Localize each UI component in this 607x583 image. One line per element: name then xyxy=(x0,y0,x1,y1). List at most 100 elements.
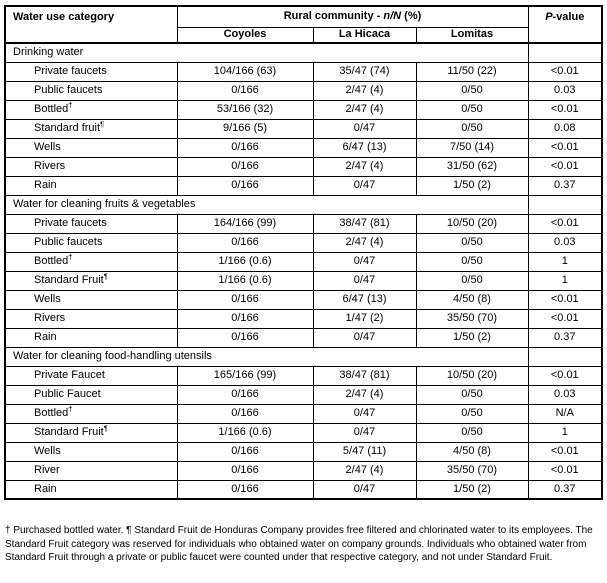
row-label: Wells xyxy=(4,137,178,158)
cell-lomitas: 4/50 (8) xyxy=(415,441,529,462)
cell-lomitas: 10/50 (20) xyxy=(415,213,529,234)
column-header-water-use-category: Water use category xyxy=(4,5,178,44)
cell-lomitas: 11/50 (22) xyxy=(415,61,529,82)
section-title: Drinking water xyxy=(4,42,529,63)
header-communities-row: Coyoles La Hicaca Lomitas xyxy=(5,26,602,44)
cell-la-hicaca: 0/47 xyxy=(312,175,417,196)
table-row: Bottled† 53/166 (32) 2/47 (4) 0/50 <0.01 xyxy=(4,99,603,120)
cell-la-hicaca: 0/47 xyxy=(312,118,417,139)
cell-lomitas: 7/50 (14) xyxy=(415,137,529,158)
cell-pvalue: <0.01 xyxy=(527,365,603,386)
cell-coyoles: 1/166 (0.6) xyxy=(176,270,314,291)
cell-la-hicaca: 2/47 (4) xyxy=(312,384,417,405)
cell-la-hicaca: 1/47 (2) xyxy=(312,308,417,329)
cell-pvalue: 0.37 xyxy=(527,479,603,500)
cell-coyoles: 1/166 (0.6) xyxy=(176,251,314,272)
section-row-drinking-water: Drinking water xyxy=(4,42,603,63)
header-label: -value xyxy=(552,11,585,23)
row-label: Rain xyxy=(4,175,178,196)
cell-pvalue: <0.01 xyxy=(527,460,603,481)
header-label: (%) xyxy=(401,10,422,23)
row-label: Private faucets xyxy=(4,61,178,82)
table-row: Rain 0/166 0/47 1/50 (2) 0.37 xyxy=(4,327,603,348)
cell-la-hicaca: 0/47 xyxy=(312,479,417,500)
table-row: Standard Fruit¶ 1/166 (0.6) 0/47 0/50 1 xyxy=(4,270,603,291)
header-label-italic: n/N xyxy=(383,10,402,23)
cell-la-hicaca: 6/47 (13) xyxy=(312,137,417,158)
table-row: Standard fruit¶ 9/166 (5) 0/47 0/50 0.08 xyxy=(4,118,603,139)
row-label: Public faucets xyxy=(4,232,178,253)
table-row: River 0/166 2/47 (4) 35/50 (70) <0.01 xyxy=(4,460,603,481)
cell-coyoles: 0/166 xyxy=(176,175,314,196)
table-row: Public Faucet 0/166 2/47 (4) 0/50 0.03 xyxy=(4,384,603,405)
row-label: Bottled† xyxy=(4,251,178,272)
column-header-p-value: P-value xyxy=(527,5,603,44)
cell-la-hicaca: 2/47 (4) xyxy=(312,99,417,120)
cell-coyoles: 53/166 (32) xyxy=(176,99,314,120)
header-group-row: Water use category Rural community - n/N… xyxy=(4,5,603,44)
row-label: Rivers xyxy=(4,308,178,329)
section-title: Water for cleaning fruits & vegetables xyxy=(4,194,529,215)
column-header-la-hicaca: La Hicaca xyxy=(312,26,417,44)
cell-lomitas: 0/50 xyxy=(415,384,529,405)
row-label: Bottled† xyxy=(4,99,178,120)
cell-coyoles: 9/166 (5) xyxy=(176,118,314,139)
table-row: Bottled† 0/166 0/47 0/50 N/A xyxy=(4,403,603,424)
dagger-footnote-mark: † xyxy=(68,100,73,110)
cell-la-hicaca: 35/47 (74) xyxy=(312,61,417,82)
table-row: Wells 0/166 6/47 (13) 4/50 (8) <0.01 xyxy=(4,289,603,310)
header-label: Rural community - xyxy=(283,10,384,23)
row-label: Standard Fruit¶ xyxy=(4,422,178,443)
table-row: Wells 0/166 5/47 (11) 4/50 (8) <0.01 xyxy=(4,441,603,462)
row-label: Private faucets xyxy=(4,213,178,234)
cell-pvalue: 1 xyxy=(527,422,603,443)
row-label: Wells xyxy=(4,441,178,462)
cell-la-hicaca: 0/47 xyxy=(312,403,417,424)
cell-pvalue: 0.37 xyxy=(527,327,603,348)
cell-coyoles: 0/166 xyxy=(176,441,314,462)
cell-lomitas: 0/50 xyxy=(415,422,529,443)
cell-la-hicaca: 2/47 (4) xyxy=(312,80,417,101)
cell-pvalue: <0.01 xyxy=(527,308,603,329)
table-row: Wells 0/166 6/47 (13) 7/50 (14) <0.01 xyxy=(4,137,603,158)
row-label: Rivers xyxy=(4,156,178,177)
header-label-italic: P xyxy=(545,11,553,23)
water-use-table: Water use category Rural community - n/N… xyxy=(4,5,604,500)
table-row: Rivers 0/166 2/47 (4) 31/50 (62) <0.01 xyxy=(4,156,603,177)
cell-coyoles: 0/166 xyxy=(176,384,314,405)
table-row: Public faucets 0/166 2/47 (4) 0/50 0.03 xyxy=(4,80,603,101)
row-label: Standard fruit¶ xyxy=(4,118,178,139)
row-label: River xyxy=(4,460,178,481)
cell-coyoles: 0/166 xyxy=(176,289,314,310)
cell-la-hicaca: 5/47 (11) xyxy=(312,441,417,462)
cell-pvalue: <0.01 xyxy=(527,289,603,310)
cell-lomitas: 1/50 (2) xyxy=(415,175,529,196)
cell-lomitas: 35/50 (70) xyxy=(415,308,529,329)
cell-coyoles: 0/166 xyxy=(176,156,314,177)
cell-pvalue: 0.03 xyxy=(527,232,603,253)
cell-la-hicaca: 6/47 (13) xyxy=(312,289,417,310)
cell-lomitas: 1/50 (2) xyxy=(415,327,529,348)
cell-pvalue: 1 xyxy=(527,270,603,291)
cell-pvalue: <0.01 xyxy=(527,99,603,120)
pilcrow-footnote-mark: ¶ xyxy=(103,271,108,281)
cell-pvalue: 0.03 xyxy=(527,80,603,101)
row-label: Private Faucet xyxy=(4,365,178,386)
pilcrow-footnote-mark: ¶ xyxy=(100,119,105,129)
table-row: Rain 0/166 0/47 1/50 (2) 0.37 xyxy=(4,479,603,500)
row-label: Wells xyxy=(4,289,178,310)
row-label: Standard Fruit¶ xyxy=(4,270,178,291)
row-label: Rain xyxy=(4,479,178,500)
table-row: Rain 0/166 0/47 1/50 (2) 0.37 xyxy=(4,175,603,196)
cell-pvalue: 1 xyxy=(527,251,603,272)
cell-la-hicaca: 0/47 xyxy=(312,251,417,272)
table-row: Standard Fruit¶ 1/166 (0.6) 0/47 0/50 1 xyxy=(4,422,603,443)
cell-coyoles: 0/166 xyxy=(176,308,314,329)
cell-pvalue: <0.01 xyxy=(527,156,603,177)
cell-coyoles: 0/166 xyxy=(176,80,314,101)
cell-coyoles: 0/166 xyxy=(176,137,314,158)
cell-pvalue: 0.03 xyxy=(527,384,603,405)
column-header-lomitas: Lomitas xyxy=(415,26,529,44)
cell-lomitas: 0/50 xyxy=(415,403,529,424)
cell-coyoles: 0/166 xyxy=(176,232,314,253)
